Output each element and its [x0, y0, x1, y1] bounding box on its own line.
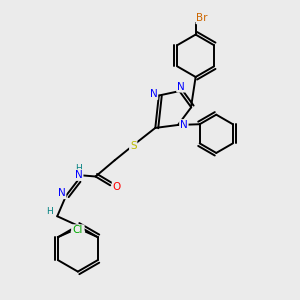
- Text: N: N: [75, 170, 82, 180]
- Text: Br: Br: [196, 14, 208, 23]
- Text: Cl: Cl: [72, 225, 82, 236]
- Text: N: N: [177, 82, 185, 92]
- Text: N: N: [180, 120, 188, 130]
- Text: H: H: [46, 207, 52, 216]
- Text: O: O: [112, 182, 121, 192]
- Text: H: H: [75, 164, 82, 173]
- Text: N: N: [58, 188, 65, 198]
- Text: N: N: [150, 89, 158, 99]
- Text: Cl: Cl: [74, 225, 84, 236]
- Text: S: S: [130, 141, 136, 151]
